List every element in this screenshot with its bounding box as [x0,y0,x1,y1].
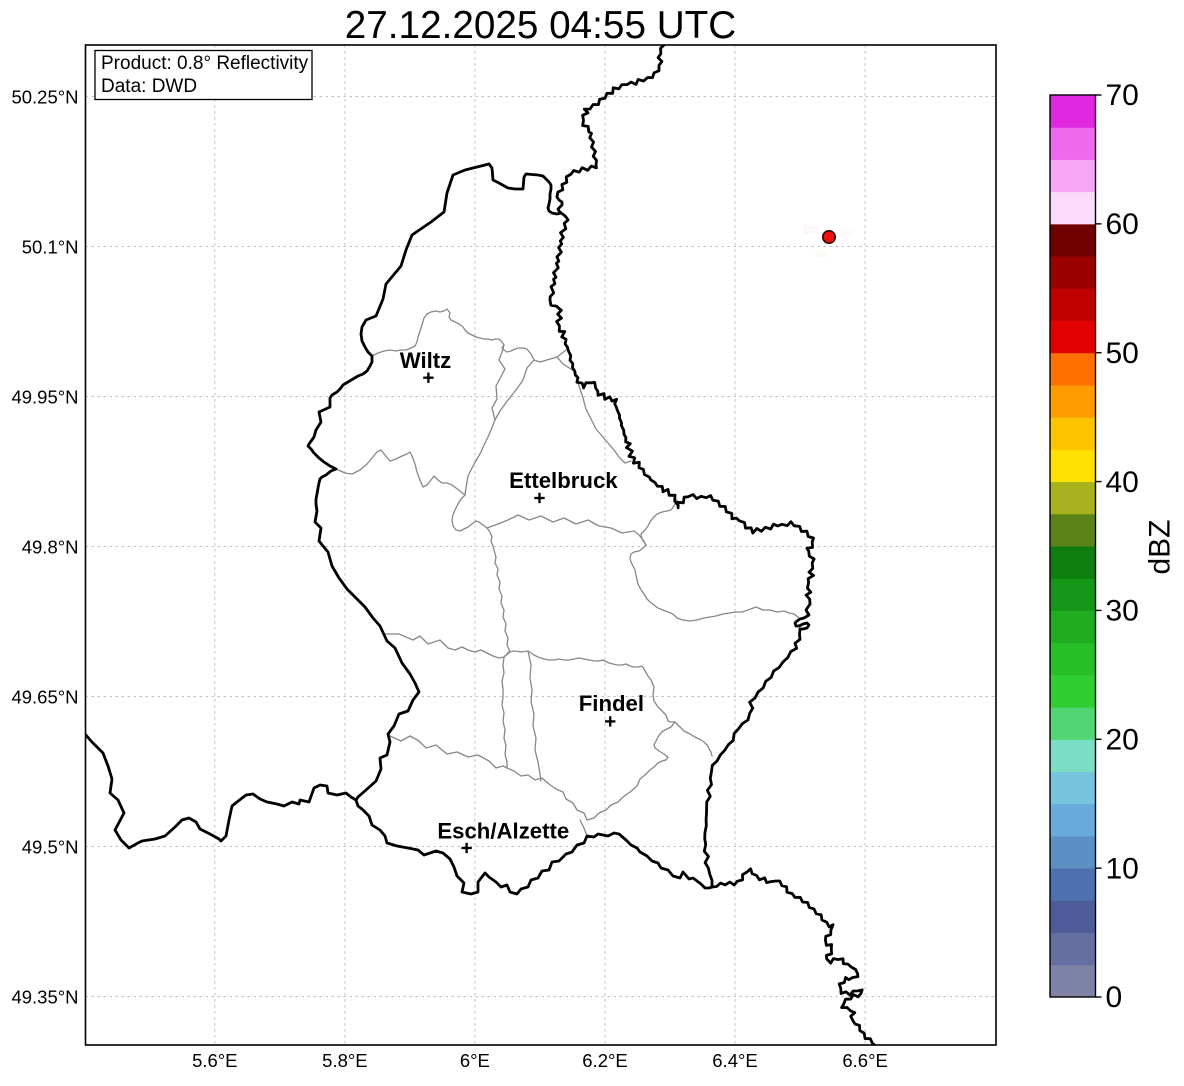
svg-text:Wiltz: Wiltz [400,348,452,373]
svg-text:dBZ: dBZ [1144,519,1177,574]
svg-text:27.12.2025 04:55 UTC: 27.12.2025 04:55 UTC [345,4,736,47]
svg-text:6.2°E: 6.2°E [582,1050,627,1071]
svg-text:5.6°E: 5.6°E [192,1050,237,1071]
svg-text:Ettelbruck: Ettelbruck [509,468,618,493]
svg-text:6.6°E: 6.6°E [842,1050,887,1071]
svg-text:40: 40 [1106,466,1139,499]
svg-text:70: 70 [1106,79,1139,112]
svg-text:50.1°N: 50.1°N [22,236,79,257]
svg-text:49.65°N: 49.65°N [11,686,78,707]
svg-text:49.35°N: 49.35°N [11,986,78,1007]
svg-text:30: 30 [1106,595,1139,628]
svg-text:50.25°N: 50.25°N [11,86,78,107]
svg-text:Findel: Findel [579,691,644,716]
svg-text:0: 0 [1106,981,1123,1014]
svg-text:60: 60 [1106,208,1139,241]
svg-text:Product: 0.8° Reflectivity: Product: 0.8° Reflectivity [101,53,309,74]
svg-text:10: 10 [1106,852,1139,885]
svg-text:Data: DWD: Data: DWD [101,76,197,97]
svg-text:49.5°N: 49.5°N [22,836,79,857]
svg-text:49.8°N: 49.8°N [22,536,79,557]
svg-text:20: 20 [1106,723,1139,756]
svg-text:50: 50 [1106,337,1139,370]
svg-text:Esch/Alzette: Esch/Alzette [437,818,569,843]
svg-text:6°E: 6°E [460,1050,490,1071]
svg-text:6.4°E: 6.4°E [712,1050,757,1071]
svg-text:49.95°N: 49.95°N [11,386,78,407]
svg-text:5.8°E: 5.8°E [322,1050,367,1071]
